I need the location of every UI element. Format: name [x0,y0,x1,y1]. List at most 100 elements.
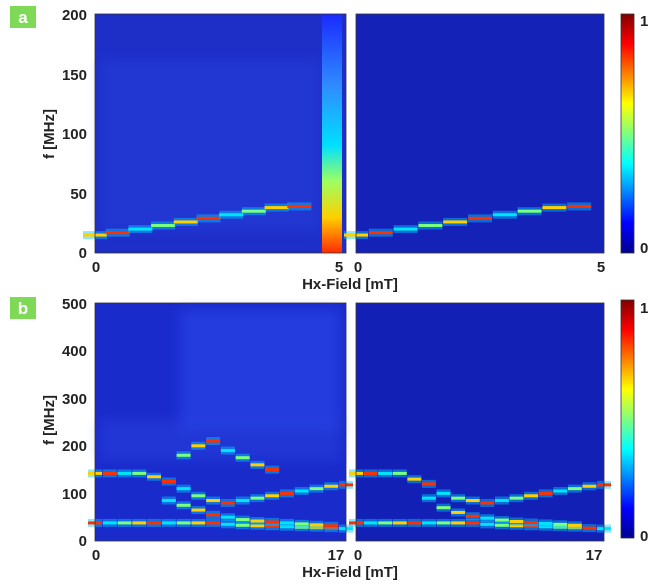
y-tick-label: 0 [79,533,87,550]
background-glow [180,310,340,430]
right-edge-spectrum [322,14,342,253]
data-point [465,499,480,503]
data-point [151,224,176,228]
data-point [509,496,524,500]
data-point [265,468,280,472]
background-glow [100,60,320,230]
panel-letter-badge [10,297,36,319]
plot-frame [355,13,605,254]
data-point [128,227,153,231]
panel-letter: a [18,8,28,27]
data-point [220,515,235,519]
data-point [117,521,132,525]
data-point [368,231,393,235]
x-axis-title: Hx-Field [mT] [302,564,398,581]
x-tick-label: 0 [354,259,362,276]
data-point [173,220,198,224]
data-point [250,463,265,467]
panel-letter: b [18,299,28,318]
data-point [480,516,495,520]
data-point [220,522,235,526]
plot-a-right [344,13,605,254]
data-point [265,494,280,498]
data-point [468,216,492,220]
data-point [161,499,176,503]
x-axis-b: 0 17 0 17 Hx-Field [mT] [92,547,603,581]
data-point [553,522,568,526]
data-point [250,519,265,523]
plot-background [356,303,604,541]
data-point [567,487,582,491]
data-point [421,482,436,486]
data-point [363,521,378,525]
panel-a: a 1 0 0 50 100 150 200 f [MHz] [10,6,648,293]
colorbar [620,13,635,254]
data-point [161,521,176,525]
data-point [392,521,407,525]
x-tick-label: 0 [92,259,100,276]
data-point [451,521,466,525]
x-axis-title: Hx-Field [mT] [302,276,398,293]
data-point [443,220,468,224]
data-point [176,521,191,525]
data-point [480,522,495,526]
x-tick-label: 17 [328,547,345,564]
data-point [421,496,436,500]
data-point [324,526,339,530]
data-point [206,521,221,525]
plot-frame [94,13,347,254]
data-point [220,501,235,505]
data-point [241,209,266,213]
panel-letter-badge [10,6,36,28]
data-point [524,494,539,498]
data-point [102,471,117,475]
colorbar-tick-max: 1 [640,300,648,317]
data-point [324,524,339,528]
data-point [309,526,324,530]
data-point [392,471,407,475]
data-point [191,521,206,525]
data-point [451,496,466,500]
data-point [567,204,592,208]
y-tick-label: 100 [62,126,87,143]
data-point [378,471,393,475]
data-point [206,439,221,443]
plot-b-right [349,302,611,542]
data-marks [83,202,312,240]
data-point [494,499,509,503]
data-point [294,525,309,529]
data-point [294,522,309,526]
data-point [567,526,582,530]
data-point [524,524,539,528]
data-point [524,520,539,524]
x-tick-label: 17 [586,547,603,564]
data-point [582,526,597,530]
data-point [309,487,324,491]
data-point [132,471,147,475]
colorbar-tick-max: 1 [640,13,648,30]
data-point [265,524,280,528]
data-point [538,521,553,525]
data-point [553,525,568,529]
data-point [509,524,524,528]
data-point [324,484,339,488]
y-tick-label: 200 [62,7,87,24]
colorbar-tick-min: 0 [640,240,648,257]
y-axis-title: f [MHz] [41,395,58,445]
y-tick-label: 500 [62,296,87,313]
data-point [235,499,250,503]
data-point [176,487,191,491]
data-point [287,204,312,208]
data-point [553,489,568,493]
data-point [235,456,250,460]
data-point [265,520,280,524]
data-point [147,521,162,525]
y-tick-label: 400 [62,343,87,360]
data-point [196,216,221,220]
plot-a-left [83,13,347,254]
data-point [220,449,235,453]
data-point [206,513,221,517]
data-marks [344,202,592,240]
data-point [494,518,509,522]
x-tick-label: 0 [354,547,362,564]
